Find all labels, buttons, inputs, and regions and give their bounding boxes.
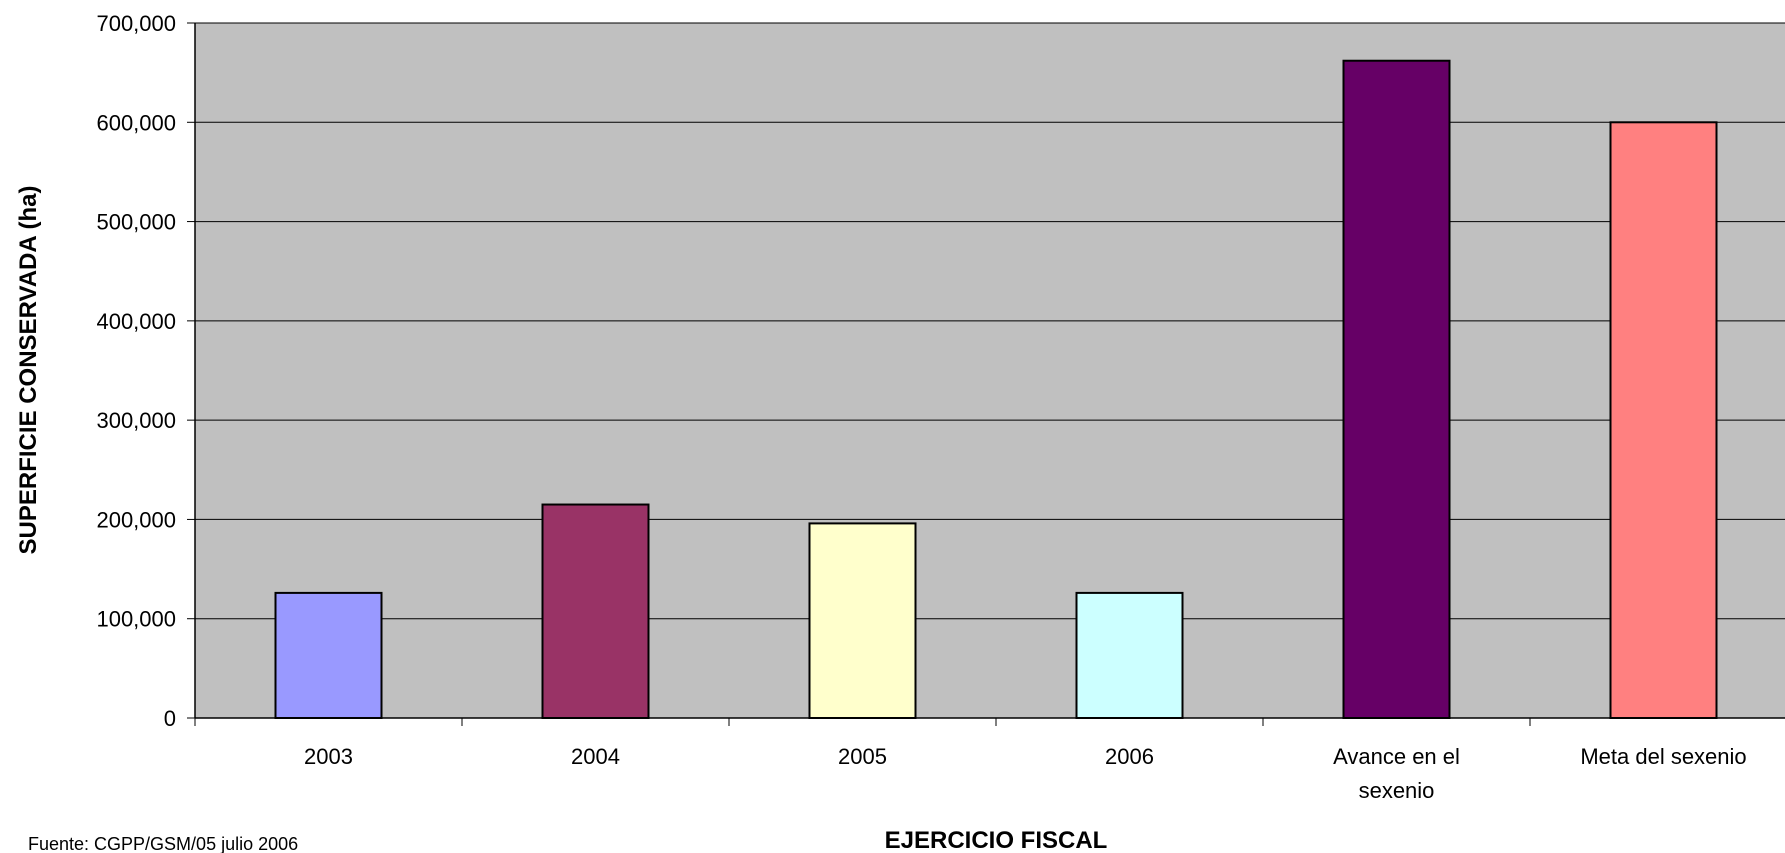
- gridlines: [195, 22, 1785, 620]
- x-tick-label: 2004: [571, 744, 620, 769]
- y-tick-label: 200,000: [96, 507, 176, 532]
- x-tick-labels: 2003 2004 2005 2006 Avance en el sexenio Meta …: [304, 744, 1747, 803]
- bar: [541, 503, 650, 719]
- x-tick-label: 2006: [1105, 744, 1154, 769]
- y-axis-title: SUPERFICIE CONSERVADA (ha): [15, 186, 42, 555]
- bar: [1342, 59, 1451, 719]
- y-tick-label: 100,000: [96, 607, 176, 632]
- bar: [1075, 591, 1184, 720]
- x-tick-label: sexenio: [1359, 778, 1435, 803]
- bar: [274, 591, 383, 720]
- x-tick-label: 2003: [304, 744, 353, 769]
- y-tick-label: 0: [164, 706, 176, 731]
- y-tick-label: 300,000: [96, 408, 176, 433]
- axes: [187, 22, 1785, 726]
- y-tick-label: 400,000: [96, 309, 176, 334]
- bars: [274, 59, 1718, 720]
- x-tick-label: 2005: [838, 744, 887, 769]
- x-axis-title: EJERCICIO FISCAL: [885, 827, 1108, 853]
- x-tick-label: Meta del sexenio: [1580, 744, 1746, 769]
- x-tick-label: Avance en el: [1333, 744, 1460, 769]
- y-tick-labels: 0 100,000 200,000 300,000 400,000 500,000 600,…: [96, 11, 176, 731]
- y-tick-label: 500,000: [96, 210, 176, 235]
- source-footnote: Fuente: CGPP/GSM/05 julio 2006: [28, 834, 298, 853]
- bar: [1609, 121, 1718, 720]
- plot-area: [195, 23, 1785, 718]
- y-tick-label: 600,000: [96, 110, 176, 135]
- y-tick-label: 700,000: [96, 11, 176, 36]
- bar: [808, 522, 917, 720]
